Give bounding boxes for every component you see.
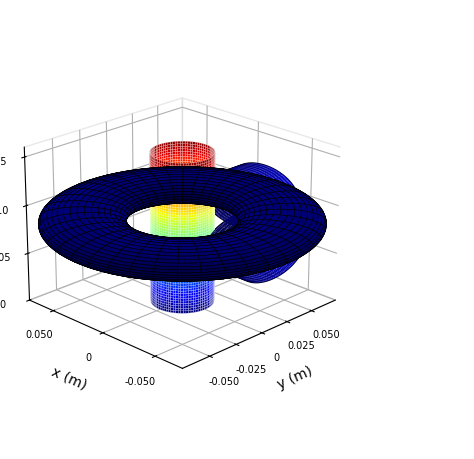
X-axis label: y (m): y (m): [275, 364, 315, 392]
Y-axis label: x (m): x (m): [50, 364, 89, 392]
